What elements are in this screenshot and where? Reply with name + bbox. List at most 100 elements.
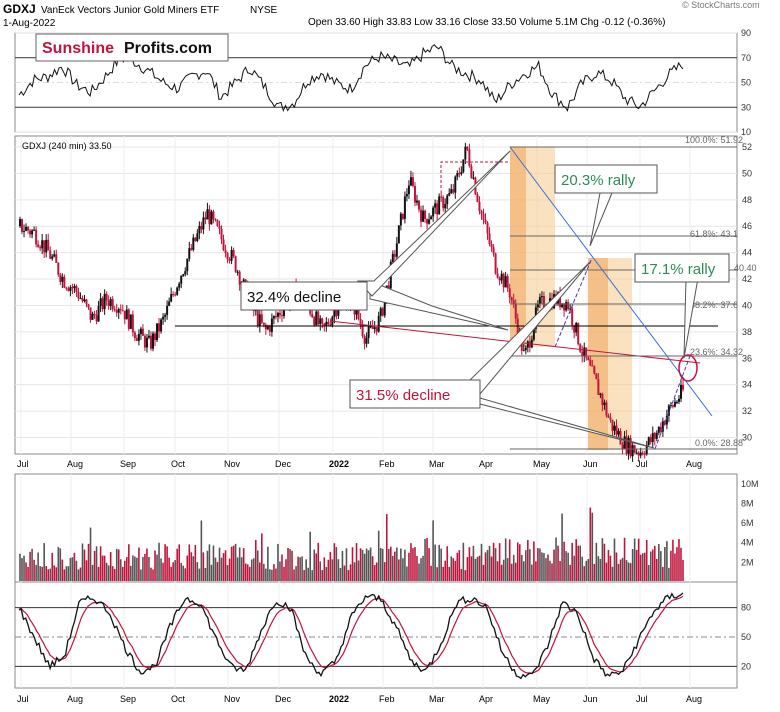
price-candle-body — [490, 244, 493, 248]
peak-marker — [440, 161, 510, 188]
price-candle-body — [591, 365, 594, 367]
price-candle-body — [280, 315, 283, 317]
price-candle-body — [607, 415, 610, 418]
price-candle-body — [329, 324, 332, 326]
price-candle-body — [482, 213, 485, 220]
price-candle-body — [532, 328, 535, 340]
price-candle-body — [635, 452, 638, 454]
price-candle-body — [208, 209, 211, 225]
price-candle-body — [91, 313, 94, 320]
price-panel-label: GDXJ (240 min) 33.50 — [22, 141, 112, 151]
logo-text-1: Sunshine — [42, 40, 114, 57]
x-tick-label-bottom: Jul — [636, 694, 648, 704]
fib-100-label: 100.0%: 51.92 — [685, 135, 743, 145]
price-candle-body — [105, 293, 108, 301]
x-tick-label-bottom: Apr — [479, 694, 493, 704]
price-candle-body — [639, 452, 642, 456]
price-tick-label: 50 — [742, 168, 752, 178]
stoch-tick-label: 50 — [741, 632, 751, 642]
rally2-dashed — [654, 355, 691, 450]
price-candle-body — [95, 315, 98, 322]
fib-618-label: 61.8%: 43.1 — [690, 229, 738, 239]
price-candle-body — [428, 219, 431, 224]
price-candle-body — [665, 415, 668, 425]
price-candle-body — [224, 250, 227, 254]
x-tick-label-bottom: Nov — [224, 694, 241, 704]
price-candle-body — [627, 437, 630, 454]
price-candle-body — [395, 243, 398, 257]
price-candle-body — [524, 347, 527, 351]
x-tick-label-bottom: Aug — [686, 694, 702, 704]
price-candle-body — [387, 285, 390, 289]
price-candle-body — [403, 196, 406, 219]
price-candle-body — [432, 207, 435, 217]
price-candle-body — [645, 444, 648, 455]
price-candle-body — [359, 318, 362, 326]
price-candle-body — [230, 249, 233, 261]
price-candle-body — [67, 288, 70, 291]
price-candle-body — [587, 357, 590, 360]
price-candle-body — [210, 211, 213, 225]
price-candle-body — [522, 350, 525, 352]
rally1-label: 20.3% rally — [561, 172, 636, 189]
price-candle-body — [363, 335, 366, 344]
price-candle-body — [93, 313, 96, 316]
price-candle-body — [111, 299, 114, 310]
price-candle-body — [456, 173, 459, 177]
price-candle-body — [178, 283, 181, 288]
price-candle-body — [335, 310, 338, 316]
price-tick-label: 40 — [742, 300, 752, 310]
price-candle-body — [589, 359, 592, 366]
price-candle-body — [149, 335, 152, 349]
price-candle-body — [137, 333, 140, 341]
price-candle-body — [526, 341, 529, 348]
price-candle-body — [272, 316, 275, 319]
price-candle-body — [154, 333, 157, 340]
price-candle-body — [484, 219, 487, 223]
stochastic-series — [18, 592, 684, 680]
axis-labels: 10 30 50 70 90 30 32 34 36 38 40 42 44 46 48 50 52 2M 4M 6M… — [741, 28, 759, 671]
price-candle-body — [81, 298, 84, 302]
price-candle-body — [139, 328, 142, 334]
rally2-box — [634, 253, 730, 283]
x-tick-label-price: Jul — [17, 459, 29, 469]
price-candle-body — [458, 173, 461, 175]
price-candle-body — [500, 273, 503, 281]
price-candle-body — [103, 293, 106, 310]
price-candle-body — [478, 201, 481, 211]
fib-236-label: 23.6%: 34.32 — [690, 347, 743, 357]
price-tick-label: 34 — [742, 380, 752, 390]
price-candle-body — [615, 425, 618, 435]
price-candle-body — [649, 437, 652, 443]
price-candle-body — [579, 344, 582, 352]
price-candle-body — [282, 307, 285, 316]
price-candle-body — [361, 325, 364, 336]
x-tick-label-price: Aug — [67, 459, 83, 469]
x-tick-label-bottom: Oct — [171, 694, 186, 704]
decline2-box — [349, 379, 481, 409]
price-candle-body — [381, 308, 384, 316]
price-candle-body — [673, 401, 676, 407]
price-candle-body — [276, 312, 279, 317]
source-label: © StockCharts.com — [682, 0, 760, 10]
price-candle-body — [184, 271, 187, 275]
price-candle-body — [424, 210, 427, 219]
price-candle-body — [605, 402, 608, 416]
price-candle-body — [63, 276, 66, 288]
price-candle-body — [190, 248, 193, 250]
price-candle-body — [480, 210, 483, 214]
price-candle-body — [206, 209, 209, 220]
price-candle-body — [119, 309, 122, 311]
rsi-tick-label: 70 — [741, 53, 751, 63]
rsi-tick-label: 10 — [741, 127, 751, 137]
price-candle-body — [486, 222, 489, 234]
price-candle-body — [268, 326, 271, 332]
price-candle-body — [446, 195, 449, 205]
price-candle-body — [460, 172, 463, 175]
price-candle-body — [573, 325, 576, 333]
x-tick-label-bottom: Aug — [67, 694, 83, 704]
price-candle-body — [222, 239, 225, 251]
stoch-fast-line — [18, 592, 684, 680]
price-candle-body — [496, 273, 499, 278]
